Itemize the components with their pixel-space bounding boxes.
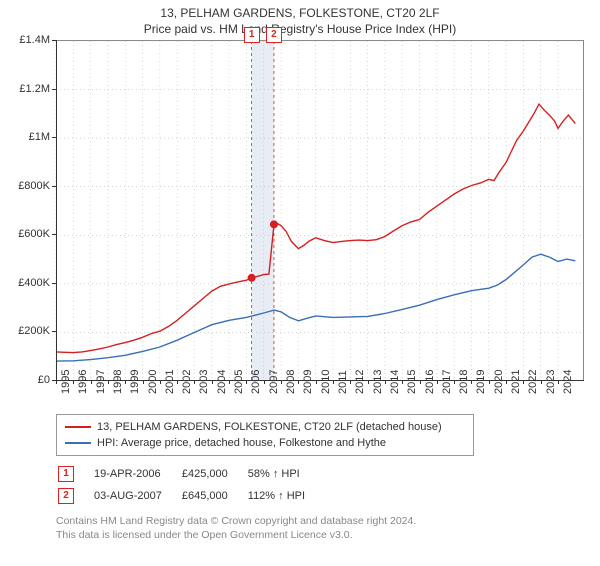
plot-svg (56, 41, 584, 381)
sale-date: 03-AUG-2007 (94, 486, 180, 506)
footer-note: Contains HM Land Registry data © Crown c… (56, 514, 600, 542)
x-tick-label: 2005 (233, 370, 245, 394)
x-tick-label: 2011 (337, 370, 349, 394)
y-tick-label: £400K (18, 277, 50, 289)
x-tick-label: 2023 (545, 370, 557, 394)
sale-price: £425,000 (182, 464, 246, 484)
legend-swatch (65, 442, 91, 444)
x-tick-label: 2007 (268, 370, 280, 394)
sale-price: £645,000 (182, 486, 246, 506)
x-tick-label: 2022 (527, 370, 539, 394)
sale-vs-hpi: 58% ↑ HPI (248, 464, 323, 484)
chart-area: 12 £0£200K£400K£600K£800K£1M£1.2M£1.4M19… (10, 40, 590, 410)
x-tick-label: 2001 (164, 370, 176, 394)
table-row: 1 19-APR-2006 £425,000 58% ↑ HPI (58, 464, 323, 484)
footer-line: Contains HM Land Registry data © Crown c… (56, 514, 600, 528)
x-tick-label: 2009 (302, 370, 314, 394)
y-tick-label: £1.2M (19, 83, 50, 95)
y-tick-label: £800K (18, 180, 50, 192)
sale-date: 19-APR-2006 (94, 464, 180, 484)
x-tick-label: 1999 (129, 370, 141, 394)
x-tick-label: 2010 (320, 370, 332, 394)
chart-title: 13, PELHAM GARDENS, FOLKESTONE, CT20 2LF (0, 6, 600, 20)
sale-marker-icon: 2 (58, 488, 74, 504)
sale-marker-icon: 2 (266, 27, 282, 43)
sales-table: 1 19-APR-2006 £425,000 58% ↑ HPI 2 03-AU… (56, 462, 325, 508)
y-axis (56, 40, 57, 380)
x-tick-label: 2013 (372, 370, 384, 394)
legend-item: HPI: Average price, detached house, Folk… (65, 435, 465, 451)
x-tick-label: 2017 (441, 370, 453, 394)
y-tick-label: £0 (38, 374, 50, 386)
footer-line: This data is licensed under the Open Gov… (56, 528, 600, 542)
x-tick-label: 2006 (250, 370, 262, 394)
legend-label: 13, PELHAM GARDENS, FOLKESTONE, CT20 2LF… (97, 419, 442, 435)
legend-label: HPI: Average price, detached house, Folk… (97, 435, 386, 451)
chart-subtitle: Price paid vs. HM Land Registry's House … (0, 22, 600, 36)
plot-area: 12 (56, 40, 584, 380)
x-tick-label: 1998 (112, 370, 124, 394)
x-tick-label: 2012 (354, 370, 366, 394)
legend-swatch (65, 426, 91, 428)
x-tick-label: 2008 (285, 370, 297, 394)
table-row: 2 03-AUG-2007 £645,000 112% ↑ HPI (58, 486, 323, 506)
x-tick-label: 2018 (458, 370, 470, 394)
x-tick-label: 2004 (216, 370, 228, 394)
x-tick-label: 2003 (198, 370, 210, 394)
x-tick-label: 2000 (147, 370, 159, 394)
x-tick-label: 2015 (406, 370, 418, 394)
x-tick-label: 2014 (389, 370, 401, 394)
y-tick-label: £1M (29, 131, 50, 143)
x-tick-label: 2020 (493, 370, 505, 394)
x-tick-label: 1996 (77, 370, 89, 394)
x-tick-label: 2024 (562, 370, 574, 394)
sale-vs-hpi: 112% ↑ HPI (248, 486, 323, 506)
x-tick-label: 2002 (181, 370, 193, 394)
x-tick-label: 1995 (60, 370, 72, 394)
y-tick-label: £1.4M (19, 34, 50, 46)
x-tick-label: 1997 (95, 370, 107, 394)
legend-item: 13, PELHAM GARDENS, FOLKESTONE, CT20 2LF… (65, 419, 465, 435)
sale-marker-icon: 1 (244, 27, 260, 43)
sale-marker-icon: 1 (58, 466, 74, 482)
x-tick-label: 2021 (510, 370, 522, 394)
y-tick-label: £200K (18, 325, 50, 337)
y-tick-label: £600K (18, 228, 50, 240)
x-tick-label: 2019 (475, 370, 487, 394)
x-tick-label: 2016 (424, 370, 436, 394)
legend: 13, PELHAM GARDENS, FOLKESTONE, CT20 2LF… (56, 414, 474, 456)
